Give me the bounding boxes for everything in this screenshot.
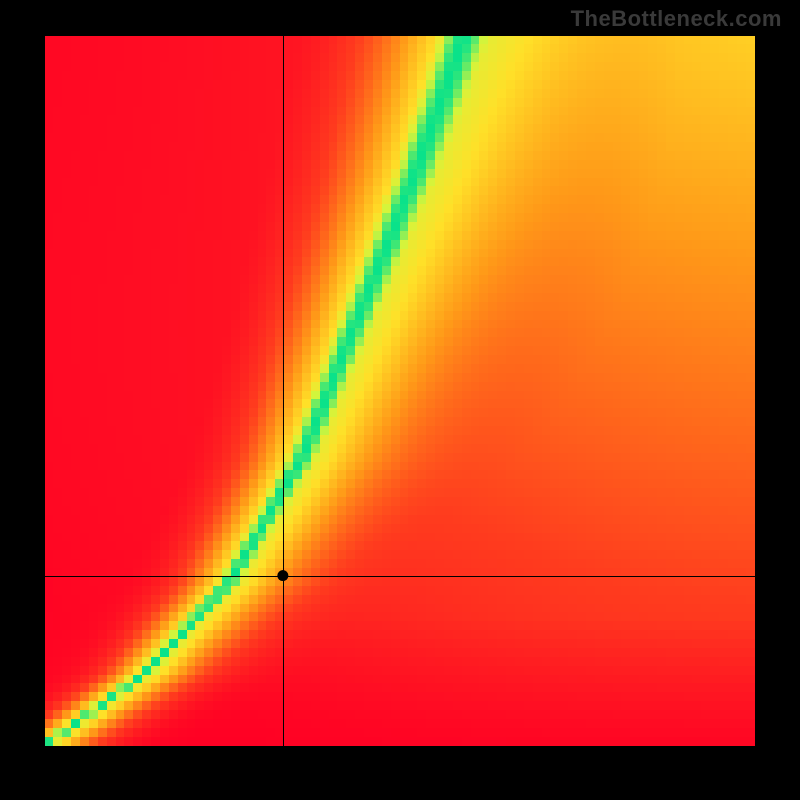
watermark-text: TheBottleneck.com (571, 6, 782, 32)
bottleneck-heatmap (45, 36, 755, 746)
heatmap-canvas (45, 36, 755, 746)
